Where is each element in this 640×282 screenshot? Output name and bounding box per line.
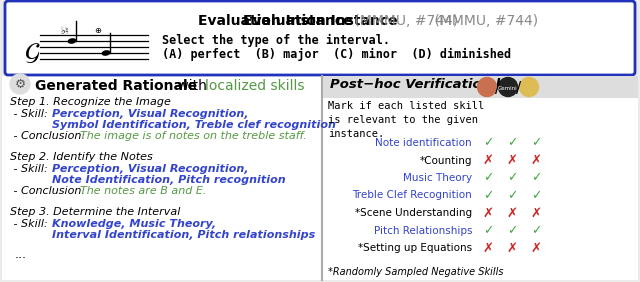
Text: Select the type of the interval.: Select the type of the interval. <box>162 34 390 47</box>
Text: /: / <box>516 80 522 96</box>
Text: Evaluation Instance: Evaluation Instance <box>243 14 397 28</box>
Text: Treble Clef Recognition: Treble Clef Recognition <box>352 191 472 201</box>
Text: ✗: ✗ <box>506 206 518 219</box>
Text: Interval Identification, Pitch relationships: Interval Identification, Pitch relations… <box>52 230 316 240</box>
Bar <box>323 76 638 98</box>
Text: Pitch Relationships: Pitch Relationships <box>374 226 472 235</box>
Text: $\flat$♮: $\flat$♮ <box>60 25 69 36</box>
Text: (MMMU, #744): (MMMU, #744) <box>430 14 538 28</box>
Text: Evaluation Instance: Evaluation Instance <box>198 14 352 28</box>
Text: ✓: ✓ <box>531 189 541 202</box>
Text: Gemini: Gemini <box>498 85 518 91</box>
Text: The image is of notes on the treble staff.: The image is of notes on the treble staf… <box>80 131 307 141</box>
Text: · · ·: · · · <box>483 265 497 274</box>
Bar <box>2 76 322 280</box>
Text: - Conclusion:: - Conclusion: <box>10 131 88 141</box>
Text: ✓: ✓ <box>531 136 541 149</box>
Text: Step 2. Identify the Notes: Step 2. Identify the Notes <box>10 152 153 162</box>
Text: ✓: ✓ <box>507 171 517 184</box>
Text: *Randomly Sampled Negative Skills: *Randomly Sampled Negative Skills <box>328 267 504 277</box>
Text: Knowledge, Music Theory,: Knowledge, Music Theory, <box>52 219 216 229</box>
Text: ✓: ✓ <box>507 224 517 237</box>
Text: - Conclusion:: - Conclusion: <box>10 186 88 196</box>
Text: Perception, Visual Recognition,: Perception, Visual Recognition, <box>52 164 248 174</box>
Text: ✓: ✓ <box>483 224 493 237</box>
Text: with: with <box>173 79 211 93</box>
Text: ✓: ✓ <box>531 171 541 184</box>
Text: Note Identification, Pitch recognition: Note Identification, Pitch recognition <box>52 175 285 185</box>
Text: Symbol Identification, Treble clef recognition: Symbol Identification, Treble clef recog… <box>52 120 336 130</box>
Text: ✓: ✓ <box>483 189 493 202</box>
Text: ✓: ✓ <box>507 136 517 149</box>
Text: *Scene Understanding: *Scene Understanding <box>355 208 472 218</box>
Text: ✓: ✓ <box>483 136 493 149</box>
Circle shape <box>520 78 538 96</box>
Text: ✓: ✓ <box>483 171 493 184</box>
Text: $\mathcal{G}$: $\mathcal{G}$ <box>24 41 40 65</box>
Circle shape <box>499 78 518 96</box>
Text: ✓: ✓ <box>507 189 517 202</box>
Text: ⊕: ⊕ <box>94 26 101 35</box>
Text: *Counting: *Counting <box>419 155 472 166</box>
Text: /: / <box>495 80 500 96</box>
Text: Note identification: Note identification <box>376 138 472 148</box>
FancyBboxPatch shape <box>5 1 635 75</box>
Text: ✗: ✗ <box>483 154 493 167</box>
Text: Post−hoc Verification by: Post−hoc Verification by <box>330 78 514 91</box>
Text: Mark if each listed skill
is relevant to the given
instance.: Mark if each listed skill is relevant to… <box>328 101 484 139</box>
Bar <box>323 76 638 280</box>
Text: - Skill:: - Skill: <box>10 109 51 119</box>
Circle shape <box>477 78 497 96</box>
Text: ...: ... <box>15 248 27 261</box>
Text: ✗: ✗ <box>506 154 518 167</box>
Ellipse shape <box>68 38 76 44</box>
Circle shape <box>10 74 30 94</box>
Text: Step 1. Recognize the Image: Step 1. Recognize the Image <box>10 97 171 107</box>
Text: ✗: ✗ <box>506 241 518 254</box>
Text: Step 3. Determine the Interval: Step 3. Determine the Interval <box>10 207 180 217</box>
Text: - Skill:: - Skill: <box>10 164 51 174</box>
Text: ✗: ✗ <box>531 206 541 219</box>
Text: (A) perfect  (B) major  (C) minor  (D) diminished: (A) perfect (B) major (C) minor (D) dimi… <box>162 48 511 61</box>
Text: ⚙: ⚙ <box>14 78 26 91</box>
Text: ✗: ✗ <box>531 241 541 254</box>
Text: (MMMU, #744): (MMMU, #744) <box>351 14 459 28</box>
Text: ✓: ✓ <box>531 224 541 237</box>
Text: localized skills: localized skills <box>205 79 305 93</box>
Text: The notes are B and E.: The notes are B and E. <box>80 186 206 196</box>
Text: Generated Rationale: Generated Rationale <box>35 79 197 93</box>
Ellipse shape <box>102 50 111 56</box>
Text: Music Theory: Music Theory <box>403 173 472 183</box>
Text: ✗: ✗ <box>483 241 493 254</box>
Text: ✗: ✗ <box>483 206 493 219</box>
Text: *Setting up Equations: *Setting up Equations <box>358 243 472 253</box>
Text: ✗: ✗ <box>531 154 541 167</box>
Text: - Skill:: - Skill: <box>10 219 51 229</box>
Text: Perception, Visual Recognition,: Perception, Visual Recognition, <box>52 109 248 119</box>
